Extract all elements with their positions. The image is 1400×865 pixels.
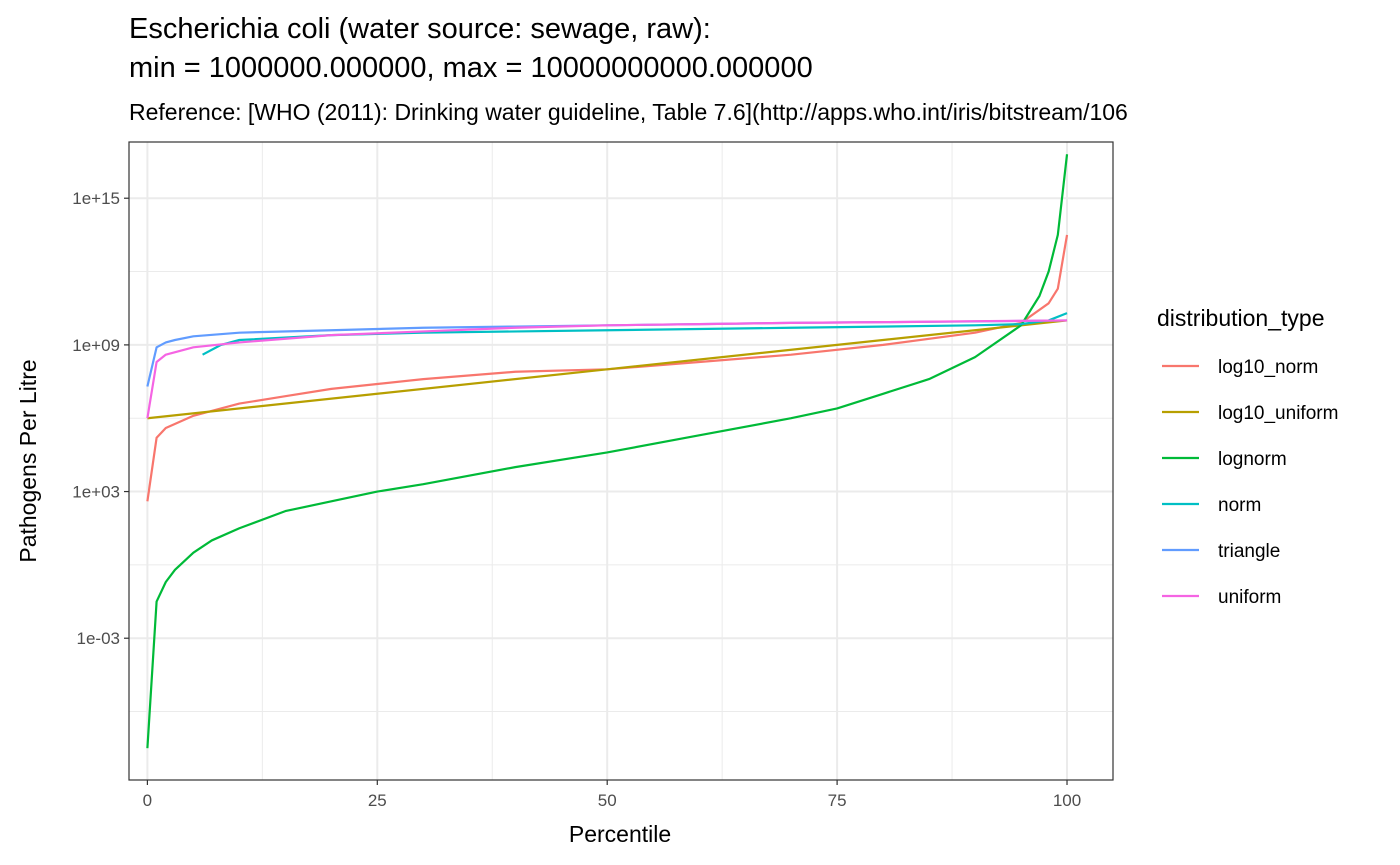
plot-panel	[129, 142, 1113, 780]
legend-title: distribution_type	[1157, 305, 1325, 331]
chart-subtitle: Reference: [WHO (2011): Drinking water g…	[129, 99, 1128, 125]
x-tick-label: 75	[828, 791, 847, 810]
x-tick-label: 0	[143, 791, 152, 810]
series-layer	[146, 154, 1069, 749]
y-axis-title: Pathogens Per Litre	[15, 359, 41, 562]
grid-major	[129, 142, 1113, 780]
y-tick-label: 1e+09	[72, 336, 120, 355]
legend-label-norm: norm	[1218, 495, 1261, 516]
grid-minor	[129, 142, 1113, 780]
x-axis: 0 25 50 75 100	[143, 780, 1081, 810]
chart-title-line2: min = 1000000.000000, max = 10000000000.…	[129, 52, 813, 84]
series-line-log10-norm	[146, 234, 1069, 502]
chart-title: Escherichia coli (water source: sewage, …	[129, 13, 711, 45]
legend: distribution_type log10_norm log10_unifor…	[1157, 305, 1338, 608]
y-tick-label: 1e+03	[72, 483, 120, 502]
plot-background	[129, 142, 1113, 780]
panel-outline	[128, 141, 1114, 781]
x-axis-title: Percentile	[569, 821, 671, 847]
x-tick-label: 50	[598, 791, 617, 810]
series-line-log10-uniform	[147, 319, 1068, 420]
y-tick-label: 1e+15	[72, 189, 120, 208]
series-line-norm	[202, 312, 1068, 356]
y-axis: 1e-03 1e+03 1e+09 1e+15	[72, 189, 129, 648]
legend-label-lognorm: lognorm	[1218, 449, 1287, 470]
legend-label-uniform: uniform	[1218, 587, 1281, 608]
y-tick-label: 1e-03	[77, 629, 120, 648]
legend-label-log10-uniform: log10_uniform	[1218, 403, 1338, 424]
panel-border	[128, 141, 1114, 781]
x-tick-label: 100	[1053, 791, 1081, 810]
series-line-uniform	[146, 319, 1068, 419]
legend-label-triangle: triangle	[1218, 541, 1280, 562]
x-tick-label: 25	[368, 791, 387, 810]
legend-label-log10-norm: log10_norm	[1218, 357, 1318, 378]
